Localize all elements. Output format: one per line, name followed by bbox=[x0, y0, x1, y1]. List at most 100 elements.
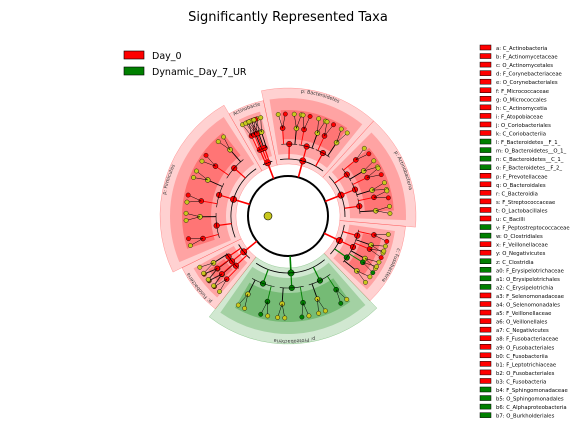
tree-leaf bbox=[361, 145, 367, 151]
taxa-key-label: b3: C_Fusobacteria bbox=[496, 379, 546, 385]
tree-leaf bbox=[370, 270, 376, 276]
taxa-key-swatch bbox=[479, 61, 492, 68]
tree-leaf bbox=[205, 277, 211, 282]
taxa-key-swatch bbox=[479, 412, 492, 418]
taxa-key-swatch bbox=[479, 335, 492, 341]
taxa-key-label: b0: C_Fusobacteriia bbox=[496, 354, 548, 360]
taxa-key-swatch bbox=[479, 87, 492, 93]
taxa-key-swatch bbox=[479, 190, 492, 196]
taxa-key-label: a4: O_Selenomonadales bbox=[496, 303, 560, 309]
tree-leaf bbox=[385, 195, 391, 201]
group-legend-swatch bbox=[123, 50, 145, 60]
tree-leaf bbox=[344, 130, 350, 136]
tree-arc bbox=[357, 198, 361, 214]
tree-leaf bbox=[183, 218, 189, 223]
group-legend-swatch bbox=[123, 66, 145, 76]
taxa-key-swatch bbox=[479, 113, 492, 119]
taxa-key-label: m: O_Bacteroidetes__O_1_ bbox=[496, 149, 567, 155]
taxa-key-legend: a: C_Actinobacteria b: F_Actinomycetaceae… bbox=[479, 44, 570, 420]
taxa-key-swatch bbox=[479, 369, 492, 376]
tree-leaf bbox=[183, 210, 189, 216]
taxa-key-swatch bbox=[479, 53, 492, 59]
tree-leaf bbox=[197, 264, 203, 270]
tree-leaf bbox=[387, 203, 392, 209]
taxa-key-label: b: F_Actinomycetaceae bbox=[496, 55, 558, 61]
taxa-key-label: b4: F_Sphingomonadaceae bbox=[496, 388, 568, 394]
taxa-key-label: e: O_Corynebacteriales bbox=[496, 80, 558, 86]
taxa-key-label: a1: O_Erysipelotrichales bbox=[496, 277, 560, 283]
tree-leaf bbox=[300, 112, 306, 118]
taxa-key-swatch bbox=[479, 301, 492, 307]
taxa-key-swatch bbox=[479, 318, 492, 324]
taxa-key-swatch bbox=[479, 147, 492, 153]
tree-leaf bbox=[375, 165, 381, 171]
tree-arc bbox=[216, 183, 225, 208]
tree-leaf bbox=[316, 310, 322, 316]
tree-leaf bbox=[322, 308, 328, 314]
taxa-key-label: o: F_Bacteroidetes__F_2_ bbox=[496, 166, 562, 172]
taxa-key-swatch bbox=[479, 70, 492, 76]
taxa-key-swatch bbox=[479, 130, 492, 136]
taxa-key-swatch bbox=[479, 386, 492, 393]
taxa-key-swatch bbox=[479, 309, 492, 316]
taxa-key-label: a0: F_Erysipelotrichaceae bbox=[496, 268, 564, 274]
tree-leaf bbox=[235, 302, 241, 308]
tree-arc bbox=[308, 274, 331, 286]
tree-leaf bbox=[282, 315, 288, 321]
taxa-key-label: b2: O_Fusobacteriales bbox=[496, 371, 555, 377]
tree-arc bbox=[349, 241, 356, 253]
taxa-key-label: a2: C_Erysipelotrichia bbox=[496, 285, 553, 291]
tree-leaf bbox=[324, 119, 330, 125]
taxa-key-label: b5: O_Sphingomonadales bbox=[496, 397, 564, 403]
taxa-key-label: b6: C_Alphaproteobacteria bbox=[496, 405, 567, 411]
tree-leaf bbox=[344, 296, 350, 302]
clade-label-text: p: Proteobacteria bbox=[273, 335, 315, 344]
taxa-key-swatch bbox=[479, 284, 492, 290]
tree-arc bbox=[315, 149, 330, 158]
tree-leaf bbox=[387, 211, 393, 216]
taxa-key-label: a3: F_Selenomonadaceae bbox=[496, 294, 564, 300]
tree-arc bbox=[230, 168, 257, 238]
tree-arc bbox=[238, 244, 251, 259]
phylogenetic-tree bbox=[183, 111, 393, 321]
taxa-key-swatch bbox=[479, 403, 492, 410]
tree-leaf bbox=[378, 172, 384, 178]
taxa-key-label: u: C_Bacilli bbox=[496, 217, 525, 223]
tree-leaf bbox=[307, 114, 313, 119]
taxa-key-swatch bbox=[479, 215, 492, 222]
taxa-key-label: k: C_Coriobacteriia bbox=[496, 132, 546, 138]
tree-arc bbox=[261, 146, 268, 150]
taxa-key-label: n: C_Bacteroidetes__C_1_ bbox=[496, 157, 564, 163]
tree-arc bbox=[342, 252, 351, 263]
tree-leaf bbox=[363, 279, 368, 285]
taxa-key-label: a9: O_Fusobacteriales bbox=[496, 345, 554, 351]
taxa-key-swatch bbox=[479, 395, 492, 401]
taxa-key-swatch bbox=[479, 155, 492, 162]
tree-arc bbox=[262, 160, 273, 166]
tree-leaf bbox=[367, 274, 373, 280]
tree-leaf bbox=[221, 134, 226, 140]
clade-wedge bbox=[322, 120, 417, 228]
taxa-key-swatch bbox=[479, 96, 492, 102]
taxa-key-label: a: C_Actinobacteria bbox=[496, 46, 547, 52]
taxa-key-label: w: O_Clostridiales bbox=[496, 234, 543, 240]
taxa-key-label: s: F_Streptococcaceae bbox=[496, 200, 555, 206]
tree-leaf bbox=[242, 305, 248, 311]
tree-leaf bbox=[187, 243, 193, 248]
group-legend-label: Day_0 bbox=[152, 51, 182, 62]
taxa-key-swatch bbox=[479, 267, 492, 273]
taxa-key-label: x: F_Veillonellaceae bbox=[496, 243, 548, 249]
tree-leaf bbox=[291, 111, 297, 117]
taxa-key-label: a6: O_Veillonellales bbox=[496, 320, 548, 326]
taxa-key-label: q: O_Bacteroidales bbox=[496, 183, 546, 189]
tree-leaf bbox=[251, 117, 257, 123]
clade-innerwedge bbox=[208, 259, 233, 283]
tree-leaf bbox=[211, 283, 217, 289]
tree-leaf bbox=[258, 311, 264, 317]
tree-arc bbox=[330, 224, 345, 255]
tree-leaf bbox=[366, 151, 372, 157]
taxa-key-label: v: F_Peptostreptococcaceae bbox=[496, 226, 570, 232]
clade-innerwedge bbox=[235, 278, 351, 323]
clade-wedge bbox=[208, 253, 378, 345]
